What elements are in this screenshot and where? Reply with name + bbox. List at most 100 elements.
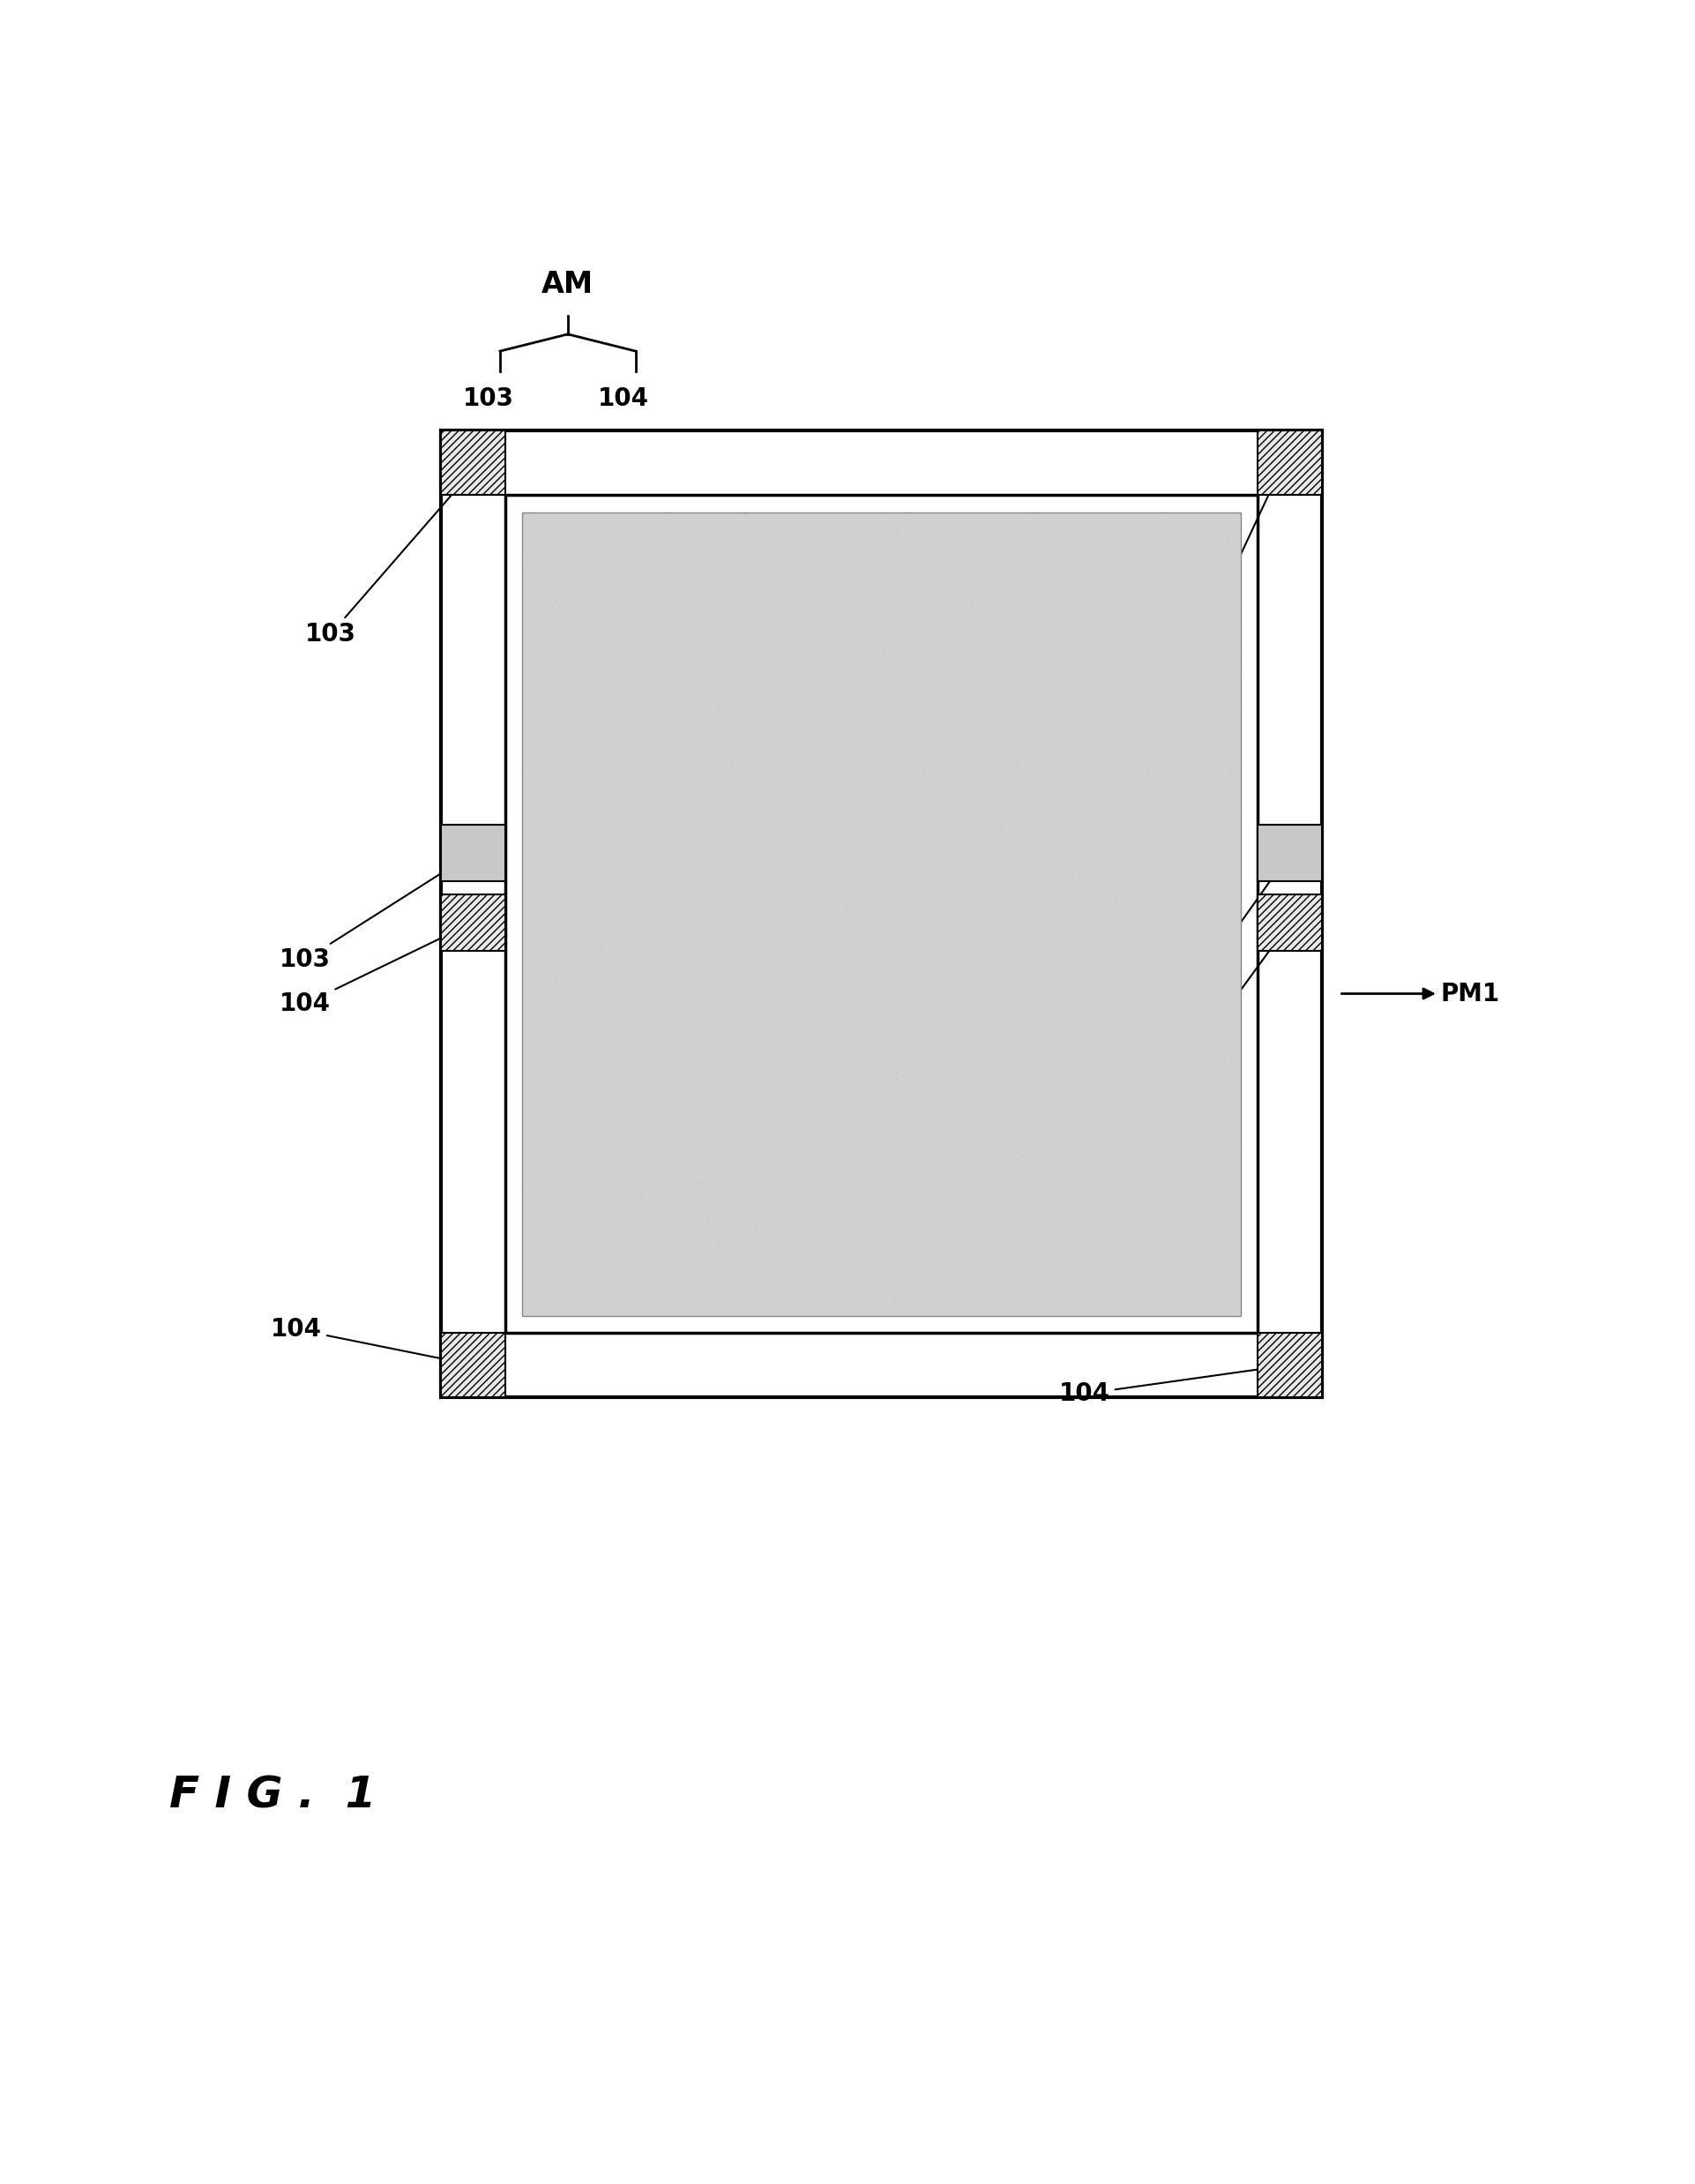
Point <box>807 799 834 834</box>
Point <box>1210 607 1237 642</box>
Point <box>1039 695 1066 729</box>
Point <box>1136 812 1163 847</box>
Point <box>1214 505 1241 539</box>
Point <box>568 657 595 692</box>
Point <box>1002 957 1029 992</box>
Point <box>892 1291 919 1326</box>
Point <box>607 1254 634 1289</box>
Point <box>788 830 815 865</box>
Point <box>556 1212 583 1247</box>
Point <box>1046 1173 1073 1208</box>
Point <box>1080 880 1107 915</box>
Point <box>997 572 1024 607</box>
Point <box>1103 1192 1131 1227</box>
Point <box>936 1114 963 1149</box>
Point <box>510 705 537 740</box>
Point <box>956 590 983 625</box>
Point <box>1136 1149 1163 1184</box>
Point <box>954 906 981 941</box>
Point <box>892 1016 919 1051</box>
Point <box>619 1125 646 1160</box>
Point <box>876 930 903 965</box>
Point <box>551 570 578 605</box>
Point <box>1156 821 1183 856</box>
Point <box>1119 762 1146 797</box>
Point <box>609 544 636 579</box>
Point <box>1205 1219 1232 1254</box>
Point <box>642 1278 670 1313</box>
Point <box>1171 841 1198 876</box>
Point <box>741 524 768 559</box>
Point <box>1080 1223 1107 1258</box>
Point <box>1046 598 1073 633</box>
Point <box>990 1107 1017 1142</box>
Point <box>1197 1278 1224 1313</box>
Point <box>581 961 609 996</box>
Point <box>931 895 958 930</box>
Point <box>1097 598 1124 633</box>
Point <box>944 1258 971 1293</box>
Point <box>622 893 649 928</box>
Point <box>515 625 542 660</box>
Point <box>798 780 825 815</box>
Point <box>1193 1107 1220 1142</box>
Point <box>873 1029 900 1064</box>
Point <box>705 699 732 734</box>
Point <box>1149 743 1176 778</box>
Point <box>720 743 747 778</box>
Point <box>578 1120 605 1155</box>
Point <box>1088 1184 1115 1219</box>
Point <box>1181 1164 1209 1199</box>
Point <box>595 1254 622 1289</box>
Point <box>1009 791 1036 826</box>
Point <box>915 636 942 670</box>
Point <box>1076 1216 1103 1251</box>
Point <box>680 788 707 823</box>
Point <box>625 860 653 895</box>
Point <box>649 629 676 664</box>
Point <box>595 1066 622 1101</box>
Point <box>1064 507 1092 542</box>
Point <box>1097 836 1124 871</box>
Point <box>1148 723 1175 758</box>
Point <box>744 924 771 959</box>
Point <box>761 834 788 869</box>
Point <box>915 826 942 860</box>
Point <box>809 795 836 830</box>
Point <box>892 1024 919 1059</box>
Point <box>785 1129 812 1164</box>
Point <box>588 858 615 893</box>
Point <box>883 1061 910 1096</box>
Point <box>809 996 836 1031</box>
Point <box>720 568 747 603</box>
Point <box>810 550 837 585</box>
Point <box>1114 1267 1141 1302</box>
Point <box>788 1059 815 1094</box>
Point <box>724 819 751 854</box>
Point <box>1132 756 1159 791</box>
Point <box>941 1280 968 1315</box>
Point <box>1214 841 1241 876</box>
Point <box>1141 1105 1168 1140</box>
Point <box>841 1260 868 1295</box>
Point <box>822 836 849 871</box>
Point <box>747 721 775 756</box>
Point <box>527 954 554 989</box>
Point <box>1148 1064 1175 1099</box>
Point <box>705 679 732 714</box>
Point <box>866 686 893 721</box>
Point <box>520 734 547 769</box>
Point <box>1073 743 1100 778</box>
Point <box>985 1230 1012 1265</box>
Point <box>795 1035 822 1070</box>
Point <box>1019 1160 1046 1195</box>
Point <box>605 616 632 651</box>
Point <box>1129 638 1156 673</box>
Point <box>925 1024 953 1059</box>
Point <box>998 922 1025 957</box>
Point <box>539 821 566 856</box>
Point <box>1122 1258 1149 1293</box>
Point <box>1159 1245 1186 1280</box>
Point <box>636 924 663 959</box>
Point <box>710 716 737 751</box>
